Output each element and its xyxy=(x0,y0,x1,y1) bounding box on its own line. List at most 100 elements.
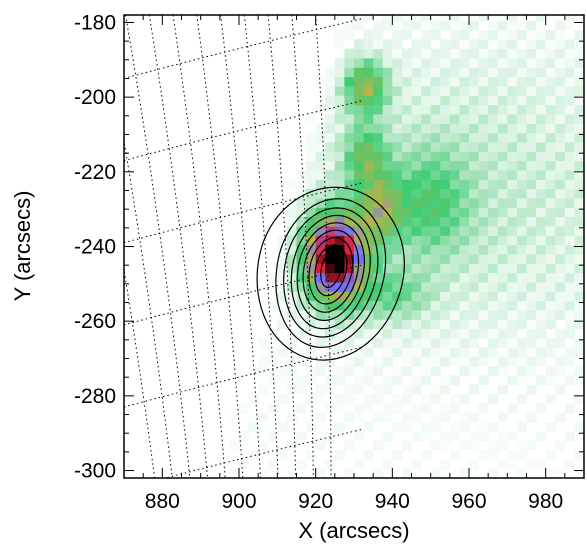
image-cell xyxy=(440,235,451,246)
image-cell xyxy=(497,104,508,115)
image-cell xyxy=(459,151,470,162)
image-cell xyxy=(516,281,527,292)
image-cell xyxy=(478,29,489,40)
image-cell xyxy=(344,179,355,190)
image-cell xyxy=(315,365,326,376)
image-cell xyxy=(306,328,317,339)
image-cell xyxy=(325,132,336,143)
image-cell xyxy=(421,403,432,414)
image-cell xyxy=(373,319,384,330)
image-cell xyxy=(526,384,537,395)
longitude-line xyxy=(267,15,297,478)
image-cell xyxy=(392,319,403,330)
image-cell xyxy=(239,431,250,442)
image-cell xyxy=(277,375,288,386)
image-cell xyxy=(449,197,460,208)
y-tick-label: -180 xyxy=(74,11,116,34)
image-cell xyxy=(354,169,365,180)
image-cell xyxy=(564,431,575,442)
image-cell xyxy=(430,244,441,255)
image-cell xyxy=(315,235,326,246)
image-cell xyxy=(545,39,556,50)
image-cell xyxy=(497,216,508,227)
image-cell xyxy=(430,57,441,68)
image-cell xyxy=(421,95,432,106)
image-cell xyxy=(459,235,470,246)
image-cell xyxy=(497,188,508,199)
image-cell xyxy=(507,20,518,31)
image-cell xyxy=(526,244,537,255)
image-cell xyxy=(564,309,575,320)
image-cell xyxy=(296,431,307,442)
image-cell xyxy=(392,328,403,339)
image-cell xyxy=(267,403,278,414)
image-cell xyxy=(411,104,422,115)
image-cell xyxy=(459,347,470,358)
image-cell xyxy=(421,67,432,78)
image-cell xyxy=(449,132,460,143)
image-cell xyxy=(401,468,412,478)
image-cell xyxy=(306,151,317,162)
image-cell xyxy=(545,468,556,478)
image-cell xyxy=(344,263,355,274)
image-cell xyxy=(306,291,317,302)
image-cell xyxy=(516,375,527,386)
image-cell xyxy=(315,263,326,274)
image-cell xyxy=(516,337,527,348)
image-cell xyxy=(325,67,336,78)
image-cell xyxy=(296,225,307,236)
image-cell xyxy=(382,300,393,311)
image-cell xyxy=(478,39,489,50)
image-cell xyxy=(286,216,297,227)
image-cell xyxy=(449,169,460,180)
image-cell xyxy=(373,39,384,50)
image-cell xyxy=(344,225,355,236)
image-cell xyxy=(440,347,451,358)
contour-level-5 xyxy=(296,222,365,321)
image-cell xyxy=(574,300,584,311)
image-cell xyxy=(449,141,460,152)
image-cell xyxy=(574,253,584,264)
image-cell xyxy=(363,291,374,302)
image-cell xyxy=(545,123,556,134)
image-cell xyxy=(449,188,460,199)
image-cell xyxy=(507,263,518,274)
image-cell xyxy=(459,225,470,236)
image-cell xyxy=(411,272,422,283)
image-cell xyxy=(574,263,584,274)
image-cell xyxy=(449,337,460,348)
image-cell xyxy=(411,48,422,59)
image-cell xyxy=(516,48,527,59)
image-cell xyxy=(545,309,556,320)
image-cell xyxy=(516,319,527,330)
image-cell xyxy=(334,272,345,283)
image-cell xyxy=(392,95,403,106)
image-cell xyxy=(401,85,412,96)
image-cell xyxy=(574,179,584,190)
image-cell xyxy=(459,197,470,208)
image-cell xyxy=(325,123,336,134)
image-cell xyxy=(286,337,297,348)
image-cell xyxy=(516,244,527,255)
image-cell xyxy=(488,169,499,180)
image-cell xyxy=(574,281,584,292)
image-cell xyxy=(497,207,508,218)
image-cell xyxy=(516,76,527,87)
image-cell xyxy=(325,328,336,339)
image-cell xyxy=(497,235,508,246)
image-cell xyxy=(267,328,278,339)
image-cell xyxy=(449,300,460,311)
image-cell xyxy=(421,151,432,162)
image-cell xyxy=(469,48,480,59)
image-cell xyxy=(392,393,403,404)
image-cell xyxy=(459,123,470,134)
image-cell xyxy=(459,281,470,292)
image-cell xyxy=(363,403,374,414)
image-cell xyxy=(286,179,297,190)
image-cell xyxy=(411,216,422,227)
image-cell xyxy=(497,76,508,87)
image-cell xyxy=(574,48,584,59)
image-cell xyxy=(488,216,499,227)
image-cell xyxy=(411,403,422,414)
image-cell xyxy=(411,319,422,330)
